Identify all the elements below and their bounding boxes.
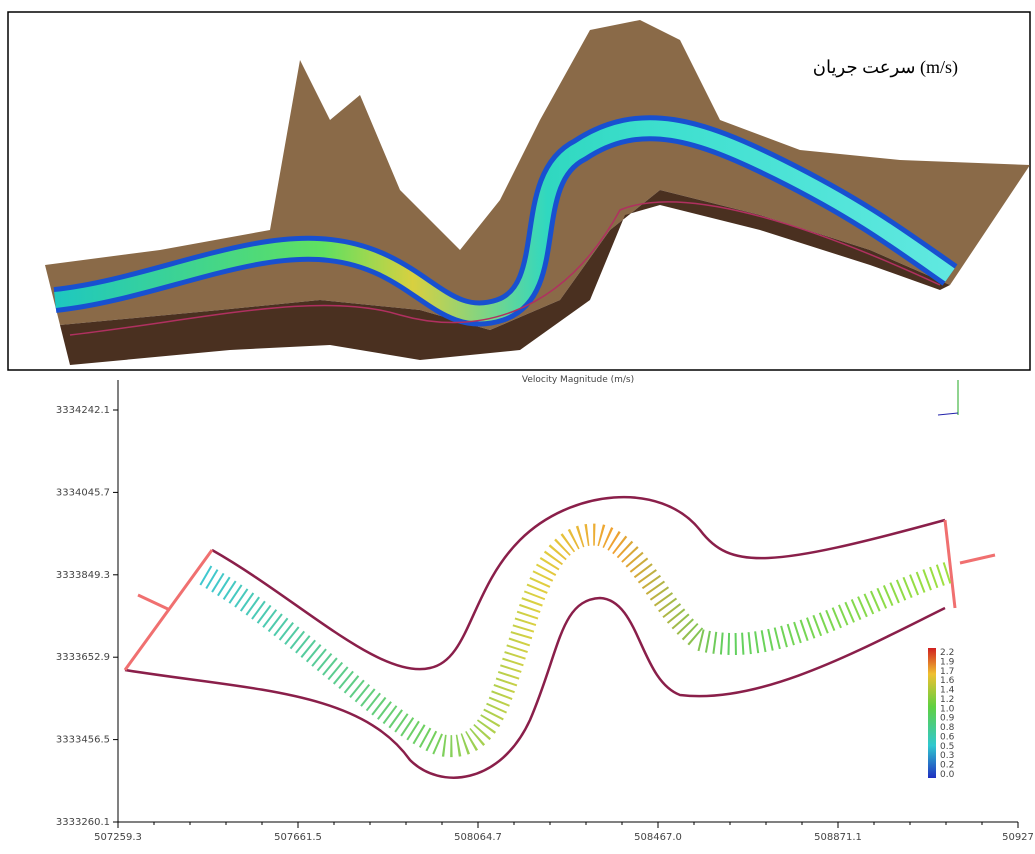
figure: سرعت جریان (m/s) Velocity Magnitude (m/s… bbox=[0, 0, 1035, 850]
page: سرعت جریان (m/s) Velocity Magnitude (m/s… bbox=[0, 0, 1035, 854]
y-tick-label: 3333849.3 bbox=[56, 570, 110, 581]
y-tick-label: 3333456.5 bbox=[56, 735, 110, 746]
x-tick-label: 50927 bbox=[1002, 832, 1034, 843]
y-tick-label: 3334242.1 bbox=[56, 405, 110, 416]
y-tick-label: 3334045.7 bbox=[56, 487, 110, 498]
x-tick-label: 507661.5 bbox=[274, 832, 322, 843]
channel bbox=[125, 497, 995, 778]
ticks: 3334242.1 3334045.7 3333849.3 3333652.9 3333… bbox=[56, 405, 1034, 843]
x-tick-label: 508064.7 bbox=[454, 832, 502, 843]
x-tick-label: 508467.0 bbox=[634, 832, 682, 843]
y-tick-label: 3333652.9 bbox=[56, 652, 110, 663]
plot-title: Velocity Magnitude (m/s) bbox=[522, 375, 634, 385]
colorbar-label: 0.0 bbox=[940, 770, 955, 780]
colorbar bbox=[928, 648, 936, 778]
x-tick-label: 508871.1 bbox=[814, 832, 862, 843]
axis-triad bbox=[938, 380, 958, 415]
top-label: سرعت جریان (m/s) bbox=[813, 57, 958, 78]
x-tick-label: 507259.3 bbox=[94, 832, 142, 843]
y-tick-label: 3333260.1 bbox=[56, 817, 110, 828]
